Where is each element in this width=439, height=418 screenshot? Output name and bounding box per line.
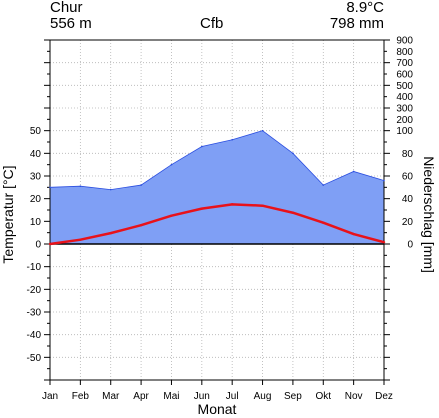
station-name: Chur bbox=[50, 0, 83, 16]
x-tick-label: Feb bbox=[72, 391, 90, 402]
right-tick-label: 60 bbox=[402, 172, 414, 183]
right-tick-label: 500 bbox=[396, 81, 413, 92]
left-tick-label: -50 bbox=[27, 353, 42, 364]
x-tick-label: Dez bbox=[375, 391, 393, 402]
left-tick-label: 10 bbox=[30, 217, 42, 228]
right-tick-label: 200 bbox=[396, 115, 413, 126]
temperature-point bbox=[48, 242, 52, 246]
precipitation-line bbox=[49, 130, 385, 191]
temperature-point bbox=[200, 207, 204, 210]
left-tick-label: 40 bbox=[30, 149, 42, 160]
left-tick-label: 30 bbox=[30, 172, 42, 183]
temperature-point bbox=[382, 240, 386, 244]
temperature-point bbox=[79, 238, 82, 241]
temperature-point bbox=[109, 231, 112, 235]
left-tick-label: 0 bbox=[35, 240, 41, 251]
x-tick-label: Mai bbox=[163, 391, 179, 402]
precipitation-point bbox=[140, 184, 142, 186]
left-tick-label: -20 bbox=[27, 285, 42, 296]
right-tick-label: 900 bbox=[396, 36, 413, 47]
x-axis-title: Monat bbox=[198, 401, 237, 417]
precipitation-point bbox=[79, 185, 82, 187]
x-tick-label: Aug bbox=[254, 391, 272, 402]
right-axis-title: Niederschlag [mm] bbox=[421, 156, 437, 273]
left-axis-title: Temperatur [°C] bbox=[0, 165, 16, 263]
x-tick-label: Mar bbox=[102, 391, 120, 402]
mean-temperature: 8.9°C bbox=[346, 0, 384, 16]
left-tick-label: -30 bbox=[27, 308, 42, 319]
precipitation-point bbox=[261, 129, 264, 132]
climate-class: Cfb bbox=[200, 15, 224, 32]
temperature-point bbox=[139, 223, 143, 227]
right-tick-label: 80 bbox=[402, 149, 414, 160]
temperature-point bbox=[230, 203, 234, 206]
x-tick-label: Apr bbox=[133, 391, 149, 402]
precipitation-point bbox=[170, 163, 173, 166]
right-tick-label: 400 bbox=[396, 92, 413, 103]
precipitation-point bbox=[49, 186, 51, 189]
right-tick-label: 600 bbox=[396, 70, 413, 81]
station-elevation: 556 m bbox=[50, 15, 92, 32]
x-tick-label: Jun bbox=[194, 391, 210, 402]
x-tick-label: Okt bbox=[315, 391, 331, 402]
x-tick-label: Jan bbox=[42, 391, 58, 402]
right-tick-label: 0 bbox=[407, 240, 413, 251]
left-tick-label: -40 bbox=[27, 330, 42, 341]
temperature-point bbox=[170, 214, 173, 217]
precipitation-point bbox=[383, 179, 385, 182]
precipitation-point bbox=[109, 188, 112, 191]
left-tick-label: -10 bbox=[27, 262, 42, 273]
x-tick-label: Sep bbox=[284, 391, 302, 402]
temperature-point bbox=[352, 232, 355, 236]
temperature-line bbox=[49, 203, 385, 246]
precipitation-point bbox=[352, 170, 355, 173]
temperature-point bbox=[261, 204, 264, 207]
left-axis-ticks: 50 40 30 20 10 0 -10 -20 -30 -40 -50 bbox=[27, 39, 50, 381]
left-tick-label: 50 bbox=[30, 126, 42, 137]
right-tick-label: 700 bbox=[396, 58, 413, 69]
x-tick-label: Nov bbox=[345, 391, 363, 402]
annual-precipitation: 798 mm bbox=[329, 15, 384, 32]
precipitation-point bbox=[231, 138, 233, 141]
right-tick-label: 100 bbox=[396, 126, 413, 137]
right-tick-label: 40 bbox=[402, 194, 414, 205]
right-tick-label: 800 bbox=[396, 47, 413, 58]
data-points bbox=[48, 129, 386, 246]
left-tick-label: 20 bbox=[30, 194, 42, 205]
right-tick-label: 300 bbox=[396, 104, 413, 115]
x-tick-label: Jul bbox=[226, 391, 239, 402]
right-tick-label: 20 bbox=[402, 217, 414, 228]
temperature-point bbox=[322, 221, 325, 224]
precipitation-point bbox=[201, 145, 203, 148]
precipitation-point bbox=[292, 152, 294, 155]
precipitation-point bbox=[322, 184, 325, 186]
x-axis-ticks: Jan Feb Mar Apr Mai Jun Jul Aug Sep Okt Nov Dez bbox=[42, 380, 393, 402]
temperature-point bbox=[291, 211, 295, 214]
